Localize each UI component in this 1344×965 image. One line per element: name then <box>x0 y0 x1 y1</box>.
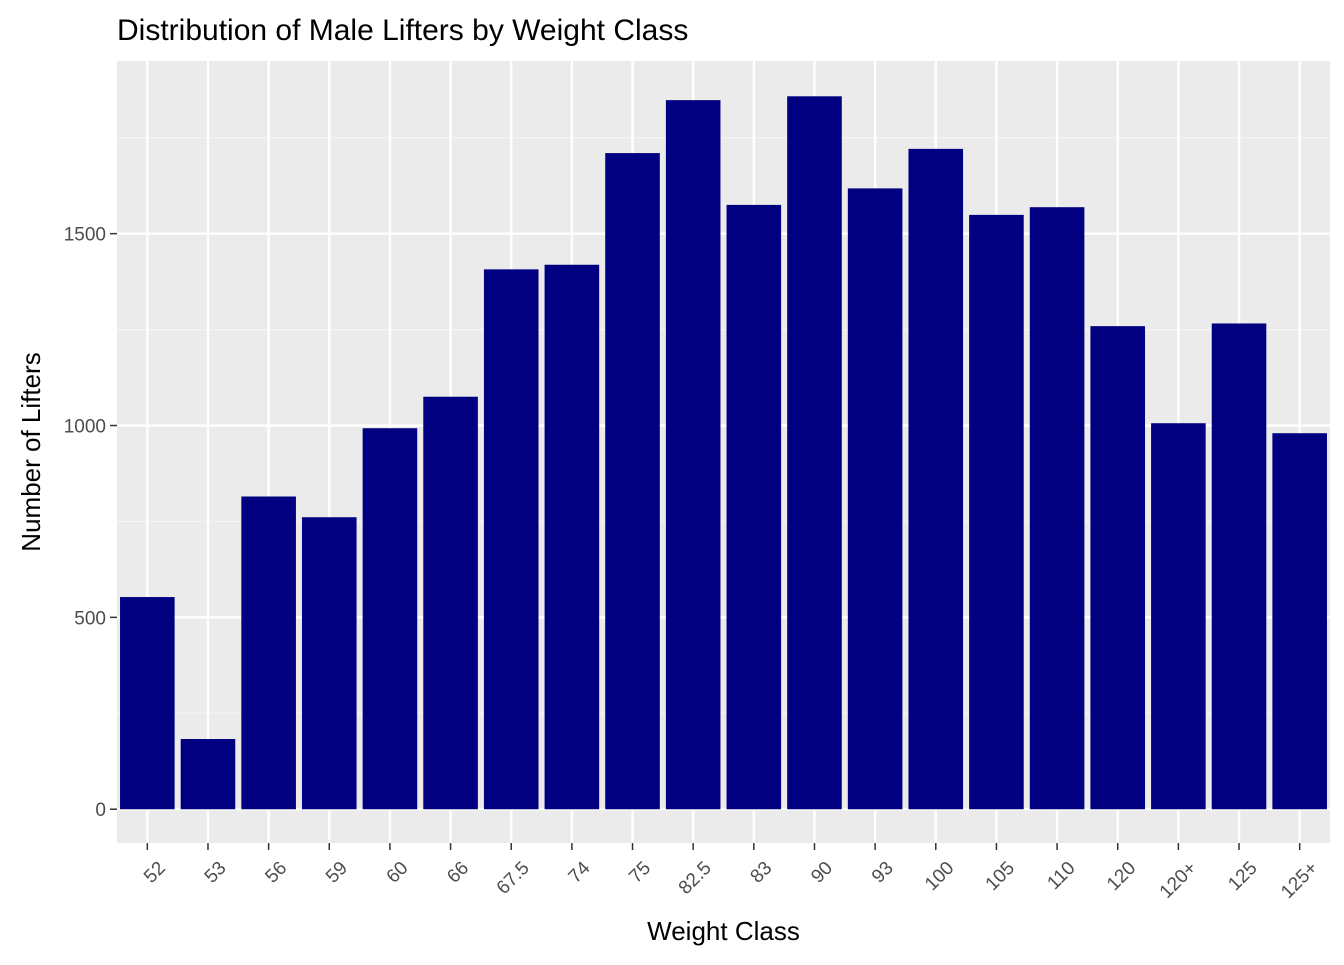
x-axis-title: Weight Class <box>647 916 800 946</box>
bar-82.5 <box>665 100 721 810</box>
bar-90 <box>787 96 842 810</box>
bar-110 <box>1029 207 1085 810</box>
x-tick-label: 75 <box>625 858 655 888</box>
x-axis: 52 53 56 59 60 66 67.5 74 75 82.5 83 90 93 100 105 110 1… <box>140 843 1322 903</box>
bar-100 <box>908 148 964 810</box>
bar-83 <box>726 204 782 810</box>
plot-panel <box>117 61 1330 843</box>
y-tick-label: 0 <box>95 800 106 821</box>
x-tick-label: 66 <box>443 858 473 888</box>
x-tick-label: 93 <box>868 858 898 888</box>
y-axis: 0 500 1000 1500 <box>64 225 117 821</box>
x-tick-label: 100 <box>921 858 958 895</box>
x-tick-label: 60 <box>383 858 413 888</box>
bar-59 <box>301 517 357 810</box>
bars <box>120 96 1327 810</box>
bar-52 <box>120 597 175 810</box>
x-tick-label: 59 <box>322 858 352 888</box>
y-tick-label: 500 <box>74 608 106 629</box>
x-tick-label: 52 <box>140 858 170 888</box>
x-tick-label: 125+ <box>1277 858 1322 903</box>
bar-120 <box>1090 326 1146 810</box>
x-tick-label: 90 <box>807 858 837 888</box>
x-tick-label: 83 <box>747 858 777 888</box>
bar-105 <box>969 214 1024 810</box>
x-tick-label: 120 <box>1103 858 1140 895</box>
bar-75 <box>605 153 660 810</box>
chart-title: Distribution of Male Lifters by Weight C… <box>117 14 688 47</box>
x-tick-label: 105 <box>982 858 1019 895</box>
bar-120+ <box>1151 423 1206 810</box>
bar-60 <box>362 428 418 810</box>
bar-67.5 <box>483 269 539 810</box>
bar-74 <box>544 264 600 810</box>
bar-66 <box>423 396 478 810</box>
x-tick-label: 56 <box>261 858 291 888</box>
y-tick-label: 1000 <box>64 417 106 438</box>
bar-93 <box>847 188 903 810</box>
bar-125+ <box>1272 433 1327 810</box>
bar-53 <box>180 739 236 810</box>
y-axis-title: Number of Lifters <box>16 352 46 551</box>
x-tick-label: 110 <box>1043 858 1079 894</box>
x-tick-label: 120+ <box>1156 858 1201 903</box>
x-tick-label: 82.5 <box>675 858 716 899</box>
bar-56 <box>241 496 296 810</box>
x-tick-label: 125 <box>1224 858 1261 895</box>
bar-125 <box>1211 323 1267 810</box>
x-tick-label: 67.5 <box>493 858 534 899</box>
x-tick-label: 74 <box>565 857 595 887</box>
y-tick-label: 1500 <box>64 225 106 246</box>
x-tick-label: 53 <box>201 858 231 888</box>
